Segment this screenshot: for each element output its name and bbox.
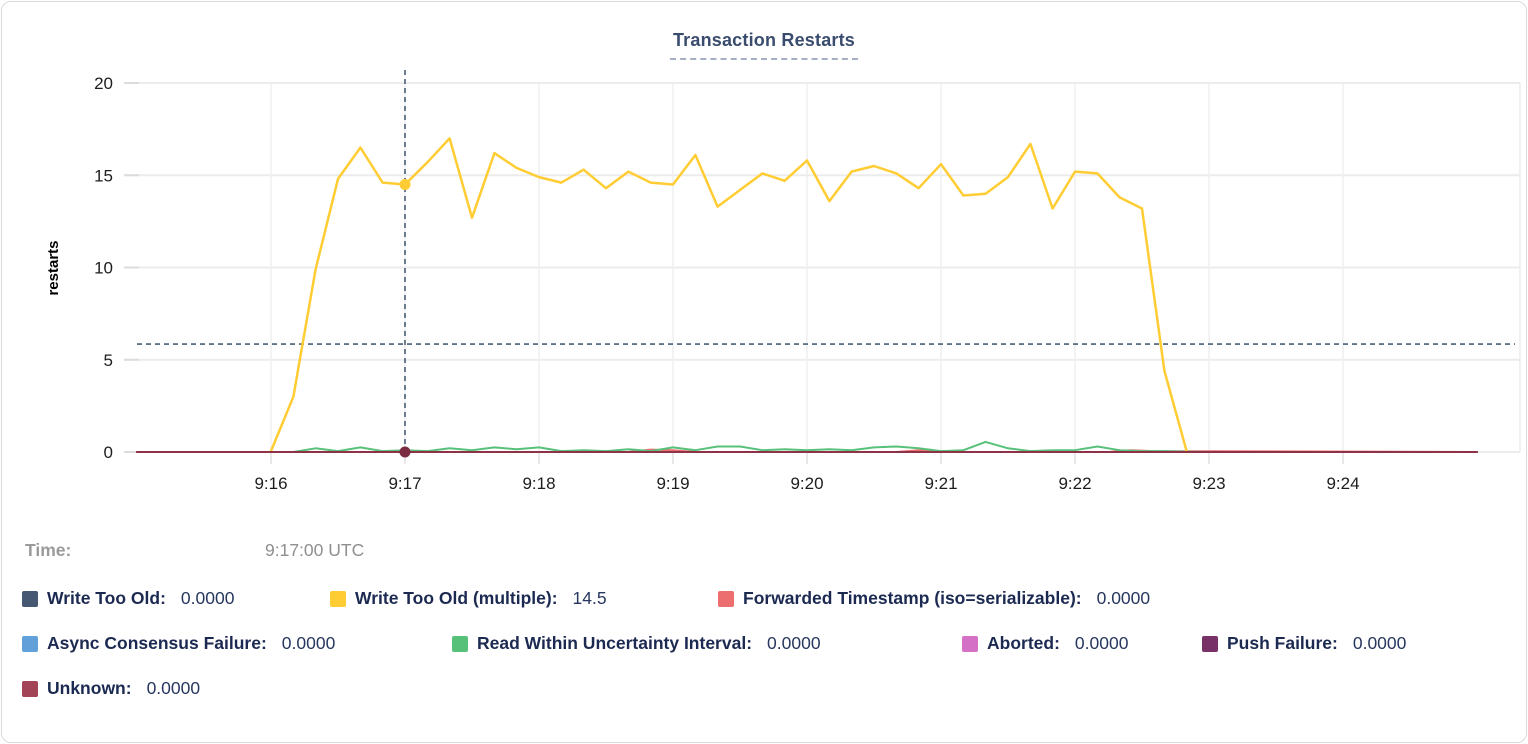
legend-swatch-aborted: [962, 635, 978, 652]
y-tick-label: 0: [104, 443, 113, 462]
hover-crosshair: [137, 70, 1515, 452]
legend-label: Read Within Uncertainty Interval:: [477, 633, 753, 653]
legend-label: Write Too Old (multiple):: [355, 588, 558, 608]
legend-item-push-failure: Push Failure: 0.0000: [1202, 633, 1406, 654]
grid: [124, 82, 1521, 464]
hover-dot-unknown: [399, 446, 411, 458]
legend-value: 0.0000: [281, 633, 336, 653]
legend-swatch-unknown: [22, 680, 38, 697]
x-tick-label: 9:21: [924, 474, 957, 493]
legend-label: Forwarded Timestamp (iso=serializable):: [743, 588, 1082, 608]
x-tick-label: 9:20: [790, 474, 823, 493]
x-tick-label: 9:23: [1192, 474, 1225, 493]
legend-value: 0.0000: [146, 678, 201, 698]
legend-value: 0.0000: [1074, 633, 1129, 653]
chart-title-wrap: Transaction Restarts: [0, 30, 1528, 60]
legend-item-write-too-old-multiple: Write Too Old (multiple): 14.5: [330, 588, 607, 609]
legend-item-write-too-old: Write Too Old: 0.0000: [22, 588, 234, 609]
series-line-read-within-uncertainty-interval: [292, 440, 1210, 453]
chart-svg[interactable]: 0 5 10 15 20 9:16 9:17 9:18 9:19 9:20 9:21 9:22 9:23…: [0, 0, 1528, 520]
y-tick-label: 5: [104, 351, 113, 370]
chart-title: Transaction Restarts: [669, 30, 859, 60]
legend-swatch-write-too-old: [22, 590, 38, 607]
legend-swatch-async-consensus-failure: [22, 635, 38, 652]
time-value: 9:17:00 UTC: [265, 540, 365, 560]
x-tick-label: 9:19: [656, 474, 689, 493]
legend-swatch-forwarded-timestamp-iso-serializable: [718, 590, 734, 607]
y-tick-label: 20: [94, 74, 113, 93]
legend-value: 14.5: [572, 588, 607, 608]
legend-label: Async Consensus Failure:: [47, 633, 267, 653]
x-tick-label: 9:17: [388, 474, 421, 493]
legend-label: Push Failure:: [1227, 633, 1338, 653]
legend-value: 0.0000: [1352, 633, 1407, 653]
x-tick-label: 9:16: [254, 474, 287, 493]
y-axis-title: restarts: [45, 240, 62, 295]
y-tick-label: 10: [94, 259, 113, 278]
x-tick-label: 9:18: [522, 474, 555, 493]
legend-item-forwarded-timestamp-iso-serializable: Forwarded Timestamp (iso=serializable): 0…: [718, 588, 1150, 609]
series-line-write-too-old-multiple: [269, 137, 1188, 453]
hover-dot-write-too-old-multiple: [399, 178, 411, 190]
x-tick-label: 9:22: [1058, 474, 1091, 493]
legend-item-aborted: Aborted: 0.0000: [962, 633, 1128, 654]
legend-item-async-consensus-failure: Async Consensus Failure: 0.0000: [22, 633, 335, 654]
legend-item-read-within-uncertainty-interval: Read Within Uncertainty Interval: 0.0000: [452, 633, 821, 654]
legend-swatch-read-within-uncertainty-interval: [452, 635, 468, 652]
legend-row: Async Consensus Failure: 0.0000 Read Withi…: [0, 633, 1528, 657]
time-label: Time:: [25, 540, 72, 560]
legend-row: Write Too Old: 0.0000 Write Too Old (multi…: [0, 588, 1528, 612]
legend-value: 0.0000: [180, 588, 235, 608]
y-tick-label: 15: [94, 166, 113, 185]
legend-label: Unknown:: [47, 678, 132, 698]
legend-value: 0.0000: [767, 633, 821, 653]
axis-labels: 0 5 10 15 20 9:16 9:17 9:18 9:19 9:20 9:21 9:22 9:23…: [45, 74, 1360, 493]
legend-value: 0.0000: [1096, 588, 1151, 608]
legend-item-unknown: Unknown: 0.0000: [22, 678, 200, 699]
legend-swatch-write-too-old-multiple: [330, 590, 346, 607]
legend-swatch-push-failure: [1202, 635, 1218, 652]
legend-label: Write Too Old:: [47, 588, 166, 608]
legend-row: Unknown: 0.0000: [0, 678, 1528, 702]
x-tick-label: 9:24: [1326, 474, 1359, 493]
legend-label: Aborted:: [987, 633, 1060, 653]
hover-time-row: Time: 9:17:00 UTC: [0, 540, 1528, 566]
series-lines: [136, 137, 1478, 453]
